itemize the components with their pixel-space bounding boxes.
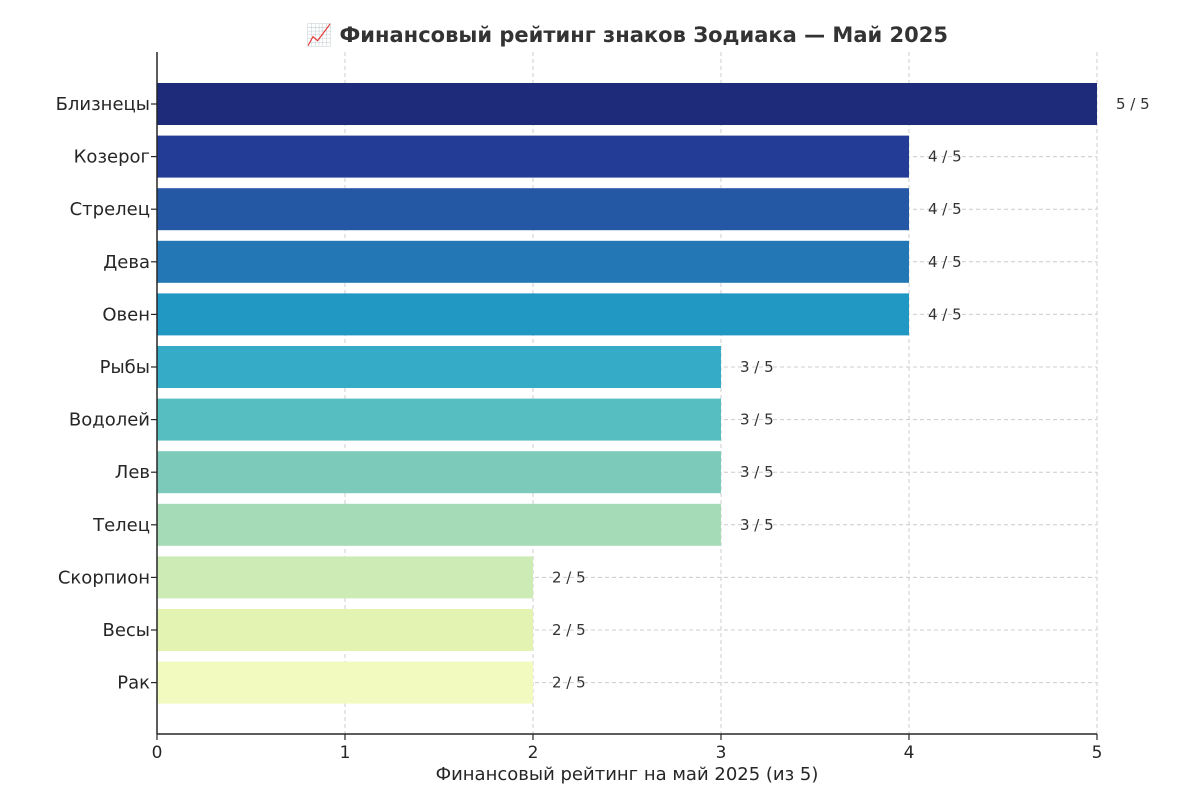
bar-value-label: 5 / 5 [1116,95,1150,113]
x-tick-label: 4 [904,743,915,763]
bar [157,293,909,336]
bar-value-label: 2 / 5 [552,568,586,586]
x-tick-label: 3 [716,743,727,763]
category-label: Водолей [69,410,150,431]
bar [157,451,721,494]
category-label: Стрелец [70,199,150,220]
category-label: Рыбы [100,357,150,378]
category-label: Лев [115,462,150,483]
x-tick-labels: 0 1 2 3 4 5 [152,734,1103,763]
chart-title: 📈 Финансовый рейтинг знаков Зодиака — Ма… [306,22,948,47]
category-label: Телец [92,515,150,536]
x-tick-label: 1 [340,743,351,763]
data-labels: 5 / 5 4 / 5 4 / 5 4 / 5 4 / 5 3 / 5 3 / 5 3 / 5… [552,95,1150,692]
category-label: Козерог [74,147,150,168]
bar [157,609,533,651]
bar [157,83,1097,125]
bar [157,556,533,599]
bars [157,83,1097,704]
bar-value-label: 3 / 5 [740,463,774,481]
bar-value-label: 2 / 5 [552,674,586,692]
bar [157,398,721,441]
category-label: Весы [102,620,150,641]
category-label: Близнецы [56,94,150,115]
category-label: Скорпион [58,567,150,588]
bar [157,240,909,283]
bar [157,188,909,231]
bar-value-label: 4 / 5 [928,148,962,166]
x-tick-label: 5 [1092,743,1103,763]
category-label: Овен [102,304,150,325]
bar-value-label: 4 / 5 [928,305,962,323]
bar-value-label: 3 / 5 [740,516,774,534]
bar-value-label: 2 / 5 [552,621,586,639]
bar [157,661,533,704]
x-tick-label: 2 [528,743,539,763]
bar [157,135,909,178]
category-label: Рак [117,673,150,694]
bar [157,503,721,546]
x-tick-label: 0 [152,743,163,763]
category-labels: Близнецы Козерог Стрелец Дева Овен Рыбы Водоле… [56,94,157,694]
x-axis-label: Финансовый рейтинг на май 2025 (из 5) [436,764,819,785]
bar-value-label: 4 / 5 [928,253,962,271]
bar-value-label: 4 / 5 [928,200,962,218]
category-label: Дева [103,252,150,273]
bar [157,346,721,388]
bar-value-label: 3 / 5 [740,411,774,429]
bar-value-label: 3 / 5 [740,358,774,376]
